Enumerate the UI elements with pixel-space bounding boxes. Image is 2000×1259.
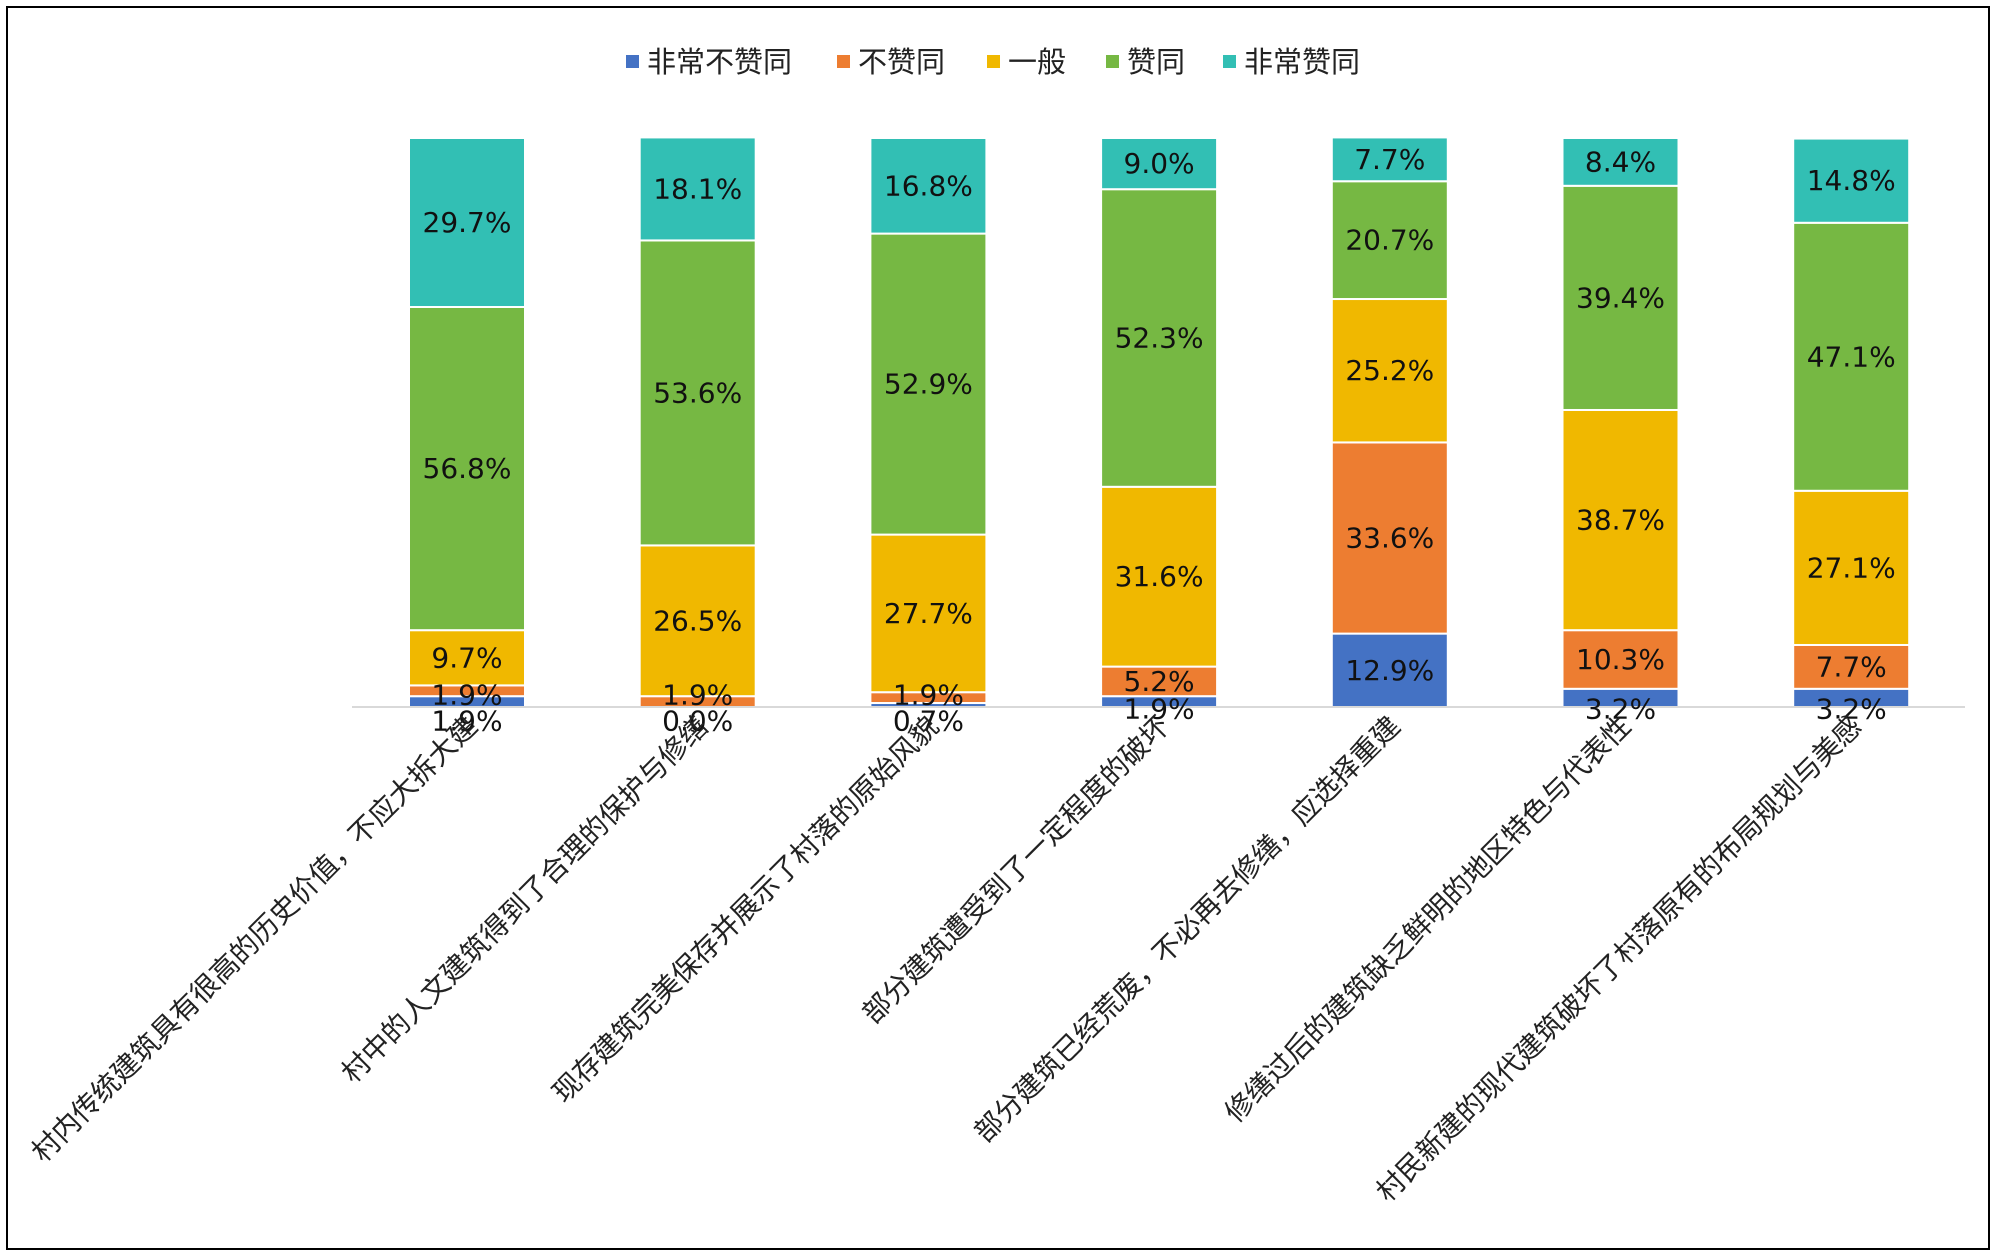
data-label: 8.4% [1585,145,1656,178]
legend-label: 非常赞同 [1244,45,1360,79]
bar-segment [869,137,988,235]
legend-item: 一般 [987,45,1066,79]
data-label: 9.7% [431,641,502,674]
category-label: 村民新建的现代建筑破坏了村落原有的布局规划与美感 [1370,710,1869,1209]
data-label: 38.7% [1576,504,1665,537]
bar-segment [408,137,526,308]
data-label: 26.5% [653,604,742,637]
legend-item: 非常赞同 [1223,45,1360,79]
category-label: 部分建筑已经荒废，不必再去修缮，应选择重建 [968,710,1407,1149]
data-label: 1.9% [893,679,964,712]
bar-segment [1330,298,1449,444]
data-label: 12.9% [1345,654,1434,687]
data-label: 1.9% [431,705,502,738]
category-label: 村中的人文建筑得到了合理的保护与修缮 [335,710,715,1090]
bar-segment [869,533,988,694]
legend-swatch [1106,55,1119,68]
legend-swatch [1223,55,1236,68]
data-label: 27.7% [884,597,973,630]
data-label: 3.2% [1585,693,1656,726]
data-label: 7.7% [1354,143,1425,176]
data-label: 3.2% [1816,693,1887,726]
bar-segment [1100,485,1219,668]
category-label: 现存建筑完美保存并展示了村落的原始风貌 [546,710,946,1110]
bar-segment [1330,441,1449,635]
data-label: 29.7% [423,206,512,239]
data-label: 16.8% [884,169,973,202]
data-label: 0.7% [893,705,964,738]
bar-segment [1100,665,1219,698]
data-label: 1.9% [662,679,733,712]
category-label: 修缮过后的建筑缺乏鲜明的地区特色与代表性 [1218,710,1637,1129]
bar-segment [1561,184,1680,411]
data-label: 53.6% [653,376,742,409]
data-label: 31.6% [1115,560,1204,593]
bar-segment [1561,137,1680,187]
data-label: 47.1% [1807,340,1896,373]
data-label: 18.1% [653,172,742,205]
bar-segment [638,136,757,242]
data-labels: 1.9%1.9%9.7%56.8%29.7%0.0%1.9%26.5%53.6%… [423,143,1896,738]
category-labels: 村内传统建筑具有很高的历史价值，不应大拆大建村中的人文建筑得到了合理的保护与修缮… [25,710,1868,1209]
data-label: 39.4% [1576,281,1665,314]
bar-segment [1100,137,1219,191]
legend-label: 赞同 [1127,45,1185,79]
legend-swatch [837,55,850,68]
bar-segment [1100,188,1219,488]
data-label: 56.8% [423,452,512,485]
bar-segment [1330,136,1449,183]
data-label: 52.3% [1115,322,1204,355]
legend-label: 一般 [1008,45,1066,79]
data-label: 1.9% [431,679,502,712]
data-label: 52.9% [884,368,973,401]
data-label: 25.2% [1345,354,1434,387]
data-label: 5.2% [1124,665,1195,698]
data-label: 33.6% [1345,522,1434,555]
bar-segment [1792,489,1911,646]
data-label: 0.0% [662,705,733,738]
legend-swatch [987,55,1000,68]
bar-segment [1561,408,1680,632]
legend-item: 不赞同 [837,45,945,79]
data-label: 27.1% [1807,551,1896,584]
bar-segment [1561,629,1680,690]
data-label: 9.0% [1124,147,1195,180]
legend: 非常不赞同 不赞同 一般 赞同 非常赞同 [626,45,1360,79]
legend-label: 不赞同 [858,45,945,79]
bar-segment [408,305,526,632]
legend-label: 非常不赞同 [647,45,792,79]
bar-segment [408,629,526,687]
category-label: 村内传统建筑具有很高的历史价值，不应大拆大建 [25,710,484,1169]
bars [408,136,1911,709]
data-label: 14.8% [1807,164,1896,197]
bar-segment [1792,137,1911,224]
legend-item: 赞同 [1106,45,1185,79]
bar-segment [1792,221,1911,492]
data-label: 1.9% [1124,693,1195,726]
data-label: 20.7% [1345,224,1434,257]
data-label: 10.3% [1576,643,1665,676]
legend-item: 非常不赞同 [626,45,792,79]
legend-swatch [626,55,639,68]
data-label: 7.7% [1816,650,1887,683]
